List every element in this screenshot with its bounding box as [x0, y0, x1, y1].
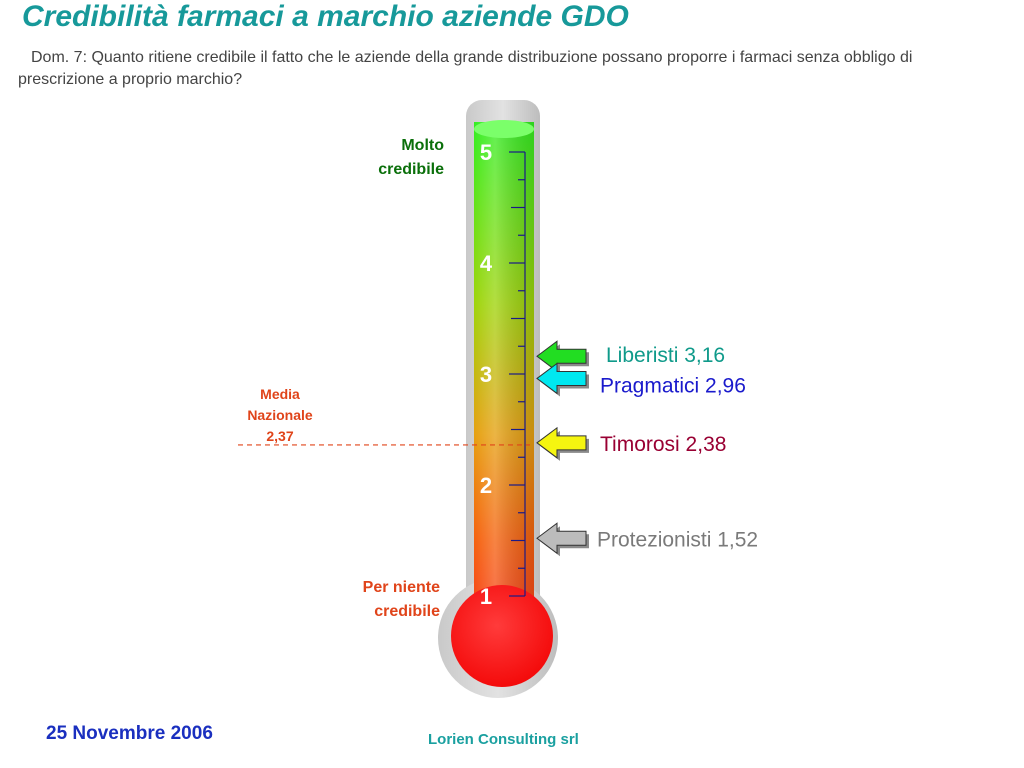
footer-company: Lorien Consulting srl	[428, 731, 579, 748]
question-text: Dom. 7: Quanto ritiene credibile il fatt…	[18, 49, 913, 88]
bottom-label-line2: credibile	[374, 603, 440, 620]
marker-label: Liberisti 3,16	[606, 344, 725, 367]
thermometer-liquid-shade	[474, 122, 534, 642]
marker-label: Pragmatici 2,96	[600, 374, 746, 397]
footer-date: 25 Novembre 2006	[46, 723, 213, 744]
scale-tick-label: 5	[480, 140, 492, 165]
thermometer-bulb	[451, 585, 553, 687]
scale-tick-label: 3	[480, 362, 492, 387]
marker-protezionisti: Protezionisti 1,52	[536, 522, 758, 557]
media-label-line2: Nazionale	[247, 407, 313, 423]
top-label-line2: credibile	[378, 161, 444, 178]
liquid-top	[474, 120, 534, 138]
top-label-line1: Molto	[401, 137, 444, 154]
marker-pragmatici: Pragmatici 2,96	[536, 362, 746, 397]
marker-label: Timorosi 2,38	[600, 433, 726, 456]
scale-ticks	[509, 151, 525, 597]
scale-tick-label: 1	[480, 584, 492, 609]
marker-timorosi: Timorosi 2,38	[536, 426, 726, 461]
marker-liberisti: Liberisti 3,16	[536, 340, 725, 375]
marker-arrow	[536, 362, 587, 395]
bottom-label-line1: Per niente	[363, 579, 440, 596]
marker-arrow	[536, 340, 587, 373]
marker-arrow	[536, 426, 587, 459]
page-title: Credibilità farmaci a marchio aziende GD…	[22, 0, 629, 33]
marker-arrow	[536, 522, 587, 555]
scale-tick-labels: 1 2 3 4 5	[480, 140, 493, 609]
marker-label: Protezionisti 1,52	[597, 528, 758, 551]
media-label-line3: 2,37	[266, 428, 293, 444]
segment-markers: Liberisti 3,16 Pragmatici 2,96 Timorosi 2,…	[536, 340, 758, 557]
scale-tick-label: 2	[480, 473, 492, 498]
media-label-line1: Media	[260, 386, 300, 402]
scale-tick-label: 4	[480, 251, 493, 276]
